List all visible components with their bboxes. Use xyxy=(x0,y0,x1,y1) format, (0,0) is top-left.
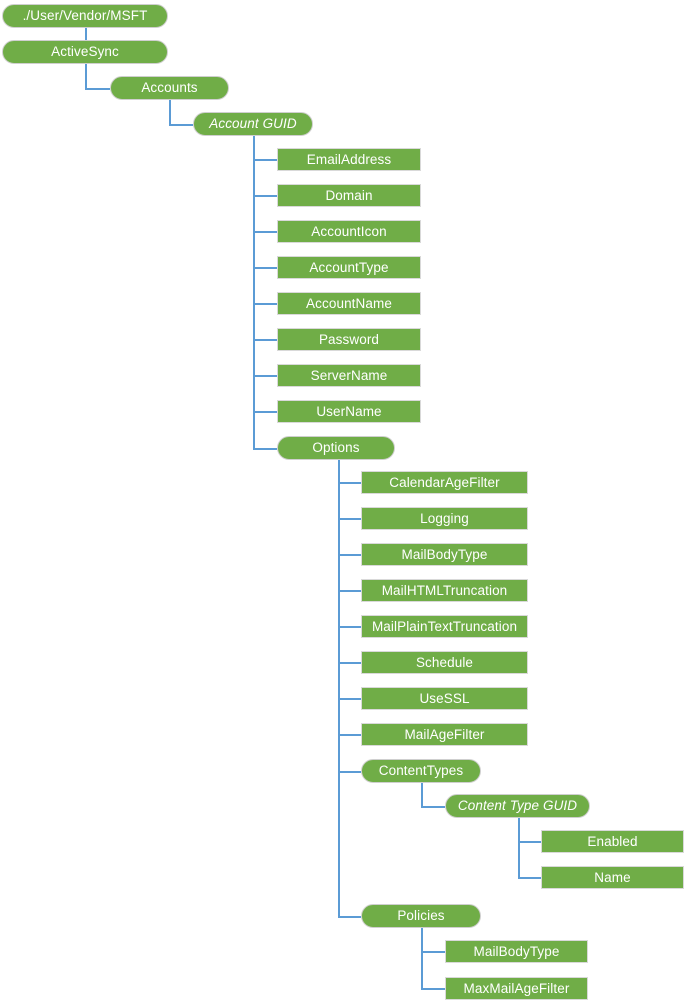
node-mailbodytype-policies: MailBodyType xyxy=(445,940,588,963)
connector-options-to-calendar xyxy=(338,482,361,484)
node-emailaddress: EmailAddress xyxy=(277,148,421,171)
connector-guid-to-password xyxy=(253,339,277,341)
connector-policies-to-maxmailage xyxy=(421,988,445,990)
node-username: UserName xyxy=(277,400,421,423)
connector-ctguid-to-name xyxy=(518,877,541,879)
node-policies: Policies xyxy=(361,904,481,928)
node-content-type-guid: Content Type GUID xyxy=(445,794,590,818)
connector-contenttypes-to-ctguid xyxy=(421,806,445,808)
node-options: Options xyxy=(277,436,395,460)
connector-activesync-trunk xyxy=(85,64,87,88)
connector-guid-to-servername xyxy=(253,375,277,377)
connector-policies-trunk xyxy=(421,928,423,989)
connector-options-to-mailplain xyxy=(338,626,361,628)
connector-options-to-logging xyxy=(338,518,361,520)
node-mailagefilter: MailAgeFilter xyxy=(361,723,528,746)
connector-root-to-activesync xyxy=(85,28,87,40)
connector-guid-to-accountname xyxy=(253,303,277,305)
connector-guid-to-username xyxy=(253,411,277,413)
connector-ctguid-trunk xyxy=(518,818,520,878)
node-root: ./User/Vendor/MSFT xyxy=(2,4,168,28)
connector-options-to-schedule xyxy=(338,662,361,664)
node-servername: ServerName xyxy=(277,364,421,387)
connector-accounts-to-guid xyxy=(169,124,193,126)
connector-guid-to-options xyxy=(253,448,277,450)
connector-options-to-usessl xyxy=(338,698,361,700)
node-mailhtmltruncation: MailHTMLTruncation xyxy=(361,579,528,602)
node-accounticon: AccountIcon xyxy=(277,220,421,243)
connector-activesync-to-accounts xyxy=(85,88,110,90)
node-schedule: Schedule xyxy=(361,651,528,674)
node-mailplaintexttruncation: MailPlainTextTruncation xyxy=(361,615,528,638)
node-account-guid: Account GUID xyxy=(193,112,313,136)
connector-ctguid-to-enabled xyxy=(518,841,541,843)
connector-guid-trunk xyxy=(253,136,255,448)
connector-options-to-policies xyxy=(338,916,361,918)
node-calendaragefilter: CalendarAgeFilter xyxy=(361,471,528,494)
connector-options-to-contenttypes xyxy=(338,771,361,773)
connector-contenttypes-trunk xyxy=(421,783,423,806)
node-usessl: UseSSL xyxy=(361,687,528,710)
node-domain: Domain xyxy=(277,184,421,207)
connector-options-to-mailage xyxy=(338,734,361,736)
node-enabled: Enabled xyxy=(541,830,684,853)
node-logging: Logging xyxy=(361,507,528,530)
node-accounts: Accounts xyxy=(110,76,229,100)
connector-policies-to-mailbody xyxy=(421,951,445,953)
node-accountname: AccountName xyxy=(277,292,421,315)
node-password: Password xyxy=(277,328,421,351)
node-accounttype: AccountType xyxy=(277,256,421,279)
node-mailbodytype-options: MailBodyType xyxy=(361,543,528,566)
connector-accounts-trunk xyxy=(169,100,171,124)
connector-guid-to-accounticon xyxy=(253,231,277,233)
connector-options-to-mailhtml xyxy=(338,590,361,592)
connector-options-trunk xyxy=(338,460,340,916)
connector-guid-to-accounttype xyxy=(253,267,277,269)
node-contenttypes: ContentTypes xyxy=(361,759,481,783)
node-activesync: ActiveSync xyxy=(2,40,168,64)
connector-options-to-mailbody xyxy=(338,554,361,556)
node-name: Name xyxy=(541,866,684,889)
connector-guid-to-emailaddress xyxy=(253,159,277,161)
node-maxmailagefilter: MaxMailAgeFilter xyxy=(445,977,588,1000)
connector-guid-to-domain xyxy=(253,195,277,197)
